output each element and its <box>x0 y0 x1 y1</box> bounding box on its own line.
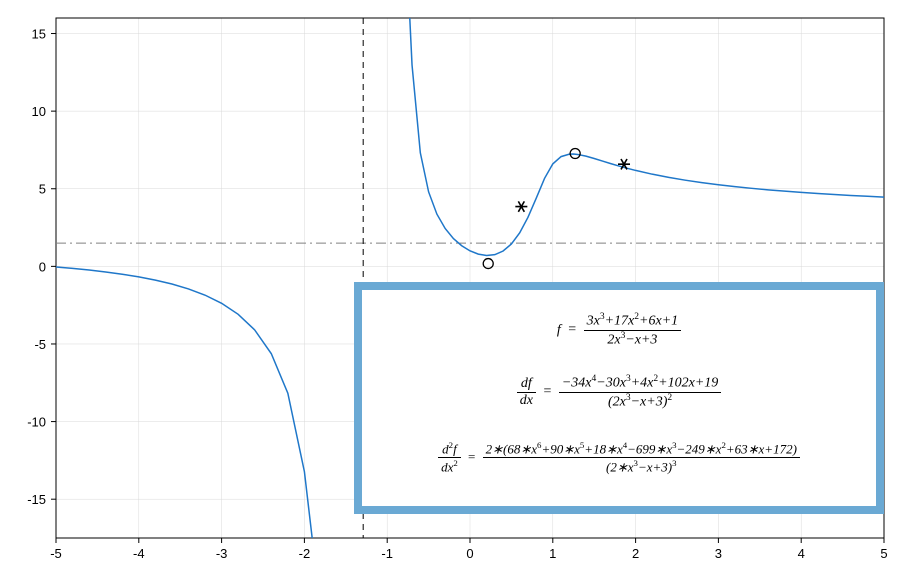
formula-df-lhs-den: dx <box>517 392 536 409</box>
x-tick-label: -3 <box>216 546 228 561</box>
formula-d2f-lhs-den: dx2 <box>438 457 461 475</box>
x-tick-label: -5 <box>50 546 62 561</box>
formula-f-lhs: f <box>557 322 561 337</box>
x-tick-label: 1 <box>549 546 556 561</box>
x-tick-label: -1 <box>381 546 393 561</box>
y-tick-label: -10 <box>27 415 46 430</box>
formula-f-den: 2x3−x+3 <box>584 330 682 349</box>
formula-f-num: 3x3+17x2+6x+1 <box>584 312 682 330</box>
x-tick-label: -2 <box>299 546 311 561</box>
x-tick-label: 0 <box>466 546 473 561</box>
formula-d2f-lhs-num: d2f <box>438 440 461 457</box>
formula-df-lhs-num: df <box>517 376 536 392</box>
formula-df-num: −34x4−30x3+4x2+102x+19 <box>559 374 721 392</box>
y-tick-label: 10 <box>32 104 46 119</box>
y-tick-label: -5 <box>34 337 46 352</box>
formula-d2f-num: 2∗(68∗x6+90∗x5+18∗x4−699∗x3−249∗x2+63∗x+… <box>483 440 800 457</box>
formula-panel: f = 3x3+17x2+6x+1 2x3−x+3 df dx = −34x4−… <box>354 282 884 514</box>
formula-f: f = 3x3+17x2+6x+1 2x3−x+3 <box>362 312 876 348</box>
formula-df-den: (2x3−x+3)2 <box>559 392 721 411</box>
x-tick-label: -4 <box>133 546 145 561</box>
y-tick-label: -15 <box>27 492 46 507</box>
formula-d2f: d2f dx2 = 2∗(68∗x6+90∗x5+18∗x4−699∗x3−24… <box>362 440 876 476</box>
x-tick-label: 2 <box>632 546 639 561</box>
formula-d2f-den: (2∗x3−x+3)3 <box>483 457 800 475</box>
y-tick-label: 5 <box>39 182 46 197</box>
formula-df: df dx = −34x4−30x3+4x2+102x+19 (2x3−x+3)… <box>362 374 876 410</box>
x-tick-label: 4 <box>798 546 805 561</box>
y-tick-label: 15 <box>32 27 46 42</box>
y-tick-label: 0 <box>39 259 46 274</box>
x-tick-label: 5 <box>880 546 887 561</box>
x-tick-label: 3 <box>715 546 722 561</box>
